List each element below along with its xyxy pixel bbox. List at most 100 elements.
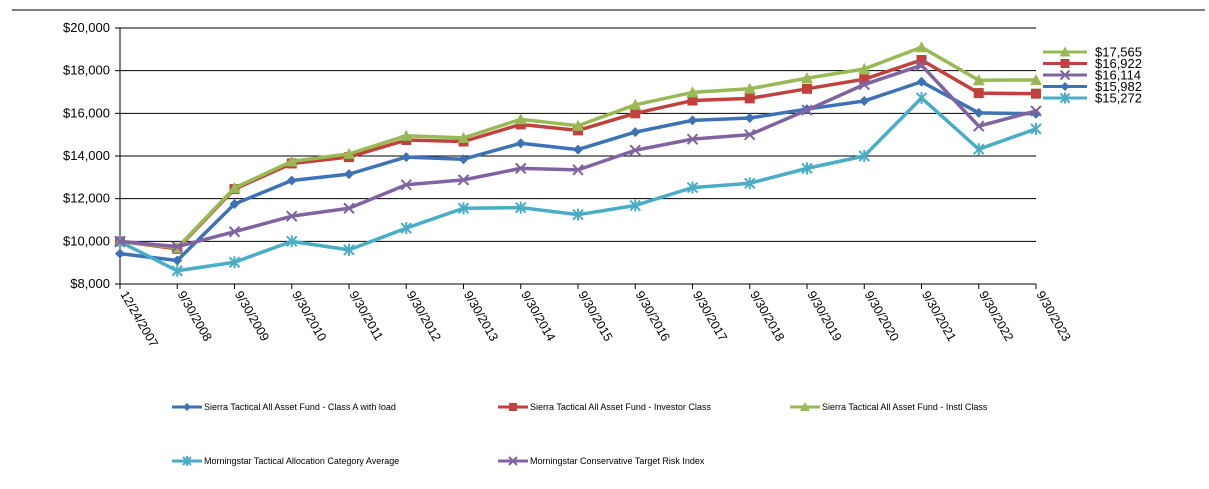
data-point	[114, 235, 126, 248]
y-tick-label: $14,000	[63, 148, 110, 163]
legend-item: Morningstar Conservative Target Risk Ind…	[498, 456, 705, 466]
x-tick-label: 9/30/2023	[1033, 289, 1073, 344]
end-label-marker	[1059, 46, 1071, 57]
end-value-label: $15,982	[1095, 79, 1142, 94]
x-tick-label: 9/30/2018	[747, 289, 787, 344]
data-point	[801, 72, 813, 84]
series-line	[114, 59, 1042, 253]
data-point	[400, 222, 412, 235]
data-point	[400, 129, 413, 141]
y-tick-label: $16,000	[63, 105, 110, 120]
data-point	[801, 104, 813, 116]
x-tick-label: 9/30/2009	[232, 289, 272, 344]
end-label-marker	[1059, 92, 1071, 104]
data-point	[515, 119, 526, 130]
data-point	[858, 150, 870, 162]
data-point	[515, 138, 526, 149]
end-value-label: $16,922	[1095, 56, 1142, 71]
data-point	[858, 78, 870, 91]
series-line	[114, 41, 1042, 253]
data-point	[572, 164, 584, 176]
x-tick-label: 9/30/2017	[690, 289, 730, 344]
end-label-marker	[1059, 69, 1071, 81]
data-point	[859, 74, 870, 85]
data-point	[630, 108, 641, 119]
data-point	[858, 62, 871, 74]
data-point	[458, 154, 469, 165]
data-point	[1030, 122, 1042, 135]
data-point	[801, 162, 813, 175]
x-tick-label: 9/30/2016	[633, 289, 673, 344]
data-point	[400, 179, 412, 191]
legend-item: Morningstar Tactical Allocation Category…	[172, 456, 399, 466]
data-point	[915, 91, 928, 104]
end-value-label: $16,114	[1095, 68, 1141, 83]
data-point	[1030, 105, 1042, 117]
data-point	[629, 98, 642, 110]
end-label-marker	[1060, 82, 1070, 91]
data-point	[171, 240, 183, 253]
data-point	[228, 256, 241, 269]
x-tick-label: 9/30/2022	[976, 289, 1016, 344]
data-point	[743, 82, 756, 94]
x-tick-label: 12/24/2007	[117, 289, 160, 350]
data-point	[629, 144, 641, 156]
data-point	[457, 131, 470, 143]
axes: $8,000 $10,000 $12,000 $14,000 $16,000 $18,00…	[63, 20, 1073, 350]
data-point	[686, 86, 699, 98]
x-tick-label: 9/30/2008	[175, 289, 215, 344]
end-value-label: $15,272	[1095, 91, 1142, 106]
y-tick-label: $8,000	[70, 276, 110, 291]
data-point	[973, 120, 985, 132]
data-point	[171, 264, 183, 277]
data-point	[687, 115, 698, 126]
data-point	[744, 113, 755, 124]
data-point	[1030, 73, 1042, 85]
data-point	[859, 95, 870, 106]
data-point	[744, 93, 755, 104]
legend-label: Morningstar Tactical Allocation Category…	[204, 456, 399, 466]
x-tick-label: 9/30/2012	[404, 289, 444, 344]
legend-swatch-marker	[509, 403, 517, 411]
data-point	[629, 199, 641, 212]
data-point	[457, 174, 470, 186]
legend-item: Sierra Tactical All Asset Fund - Class A…	[172, 402, 396, 412]
legend-item: Sierra Tactical All Asset Fund - Instl C…	[790, 402, 988, 412]
x-tick-label: 9/30/2010	[289, 289, 329, 344]
legend-swatch-marker	[508, 456, 518, 466]
legend-swatch-marker	[800, 402, 810, 411]
data-point	[401, 152, 412, 163]
end-value-label: $17,565	[1095, 45, 1142, 60]
x-tick-label: 9/30/2013	[461, 289, 501, 344]
legend-label: Morningstar Conservative Target Risk Ind…	[530, 456, 705, 466]
data-point	[514, 113, 527, 125]
data-point	[344, 169, 354, 180]
y-tick-label: $20,000	[63, 20, 110, 35]
end-value-labels: $17,565$16,922$16,114$15,982$15,272	[1043, 45, 1142, 106]
data-point	[744, 177, 756, 190]
y-tick-label: $18,000	[63, 63, 110, 78]
data-point	[229, 199, 240, 209]
data-point	[915, 41, 928, 53]
data-point	[343, 243, 355, 256]
x-tick-label: 9/30/2021	[919, 289, 959, 344]
data-point	[915, 59, 928, 72]
data-point	[687, 95, 698, 106]
legend-label: Sierra Tactical All Asset Fund - Instl C…	[822, 402, 988, 412]
series-lines	[114, 41, 1042, 277]
series-line	[115, 76, 1041, 266]
x-tick-label: 9/30/2020	[862, 289, 902, 344]
data-point	[686, 133, 699, 145]
data-point	[802, 83, 812, 94]
data-point	[286, 235, 298, 248]
data-point	[744, 128, 756, 141]
data-point	[973, 88, 984, 99]
data-point	[228, 182, 241, 193]
data-point	[115, 248, 125, 259]
data-point	[285, 155, 298, 167]
data-point	[973, 107, 984, 118]
end-label-marker	[1060, 59, 1070, 68]
x-tick-label: 9/30/2011	[346, 289, 385, 343]
y-tick-label: $12,000	[63, 191, 110, 206]
